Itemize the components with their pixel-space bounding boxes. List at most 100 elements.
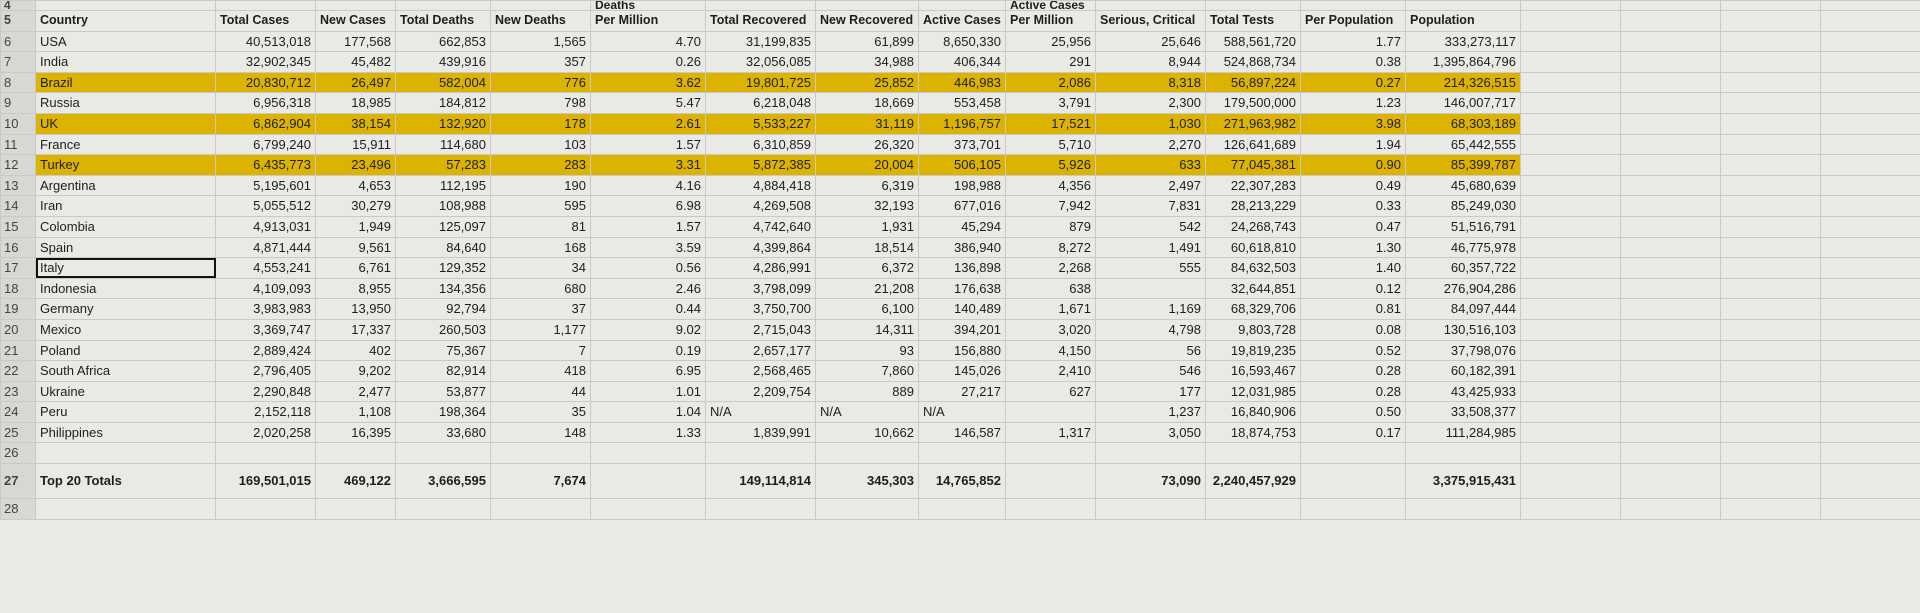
cell[interactable]: 6,319 (815, 174, 919, 197)
cell[interactable] (1720, 10, 1821, 32)
cell[interactable]: 357 (490, 51, 591, 73)
cell[interactable]: Italy (35, 257, 216, 279)
cell[interactable]: 3.98 (1300, 112, 1406, 135)
cell[interactable]: 3,750,700 (705, 298, 816, 320)
cell[interactable]: 345,303 (815, 463, 919, 500)
cell[interactable]: 38,154 (315, 112, 396, 135)
cell[interactable]: 56 (1095, 339, 1206, 362)
cell[interactable]: New Deaths (490, 10, 591, 32)
cell[interactable]: 17,521 (1005, 112, 1096, 135)
cell[interactable]: 9.02 (590, 318, 706, 341)
cell[interactable]: 10,662 (815, 421, 919, 444)
cell[interactable]: N/A (705, 401, 816, 423)
cell[interactable] (1620, 236, 1721, 259)
cell[interactable]: N/A (918, 401, 1006, 423)
cell[interactable]: 524,868,734 (1205, 51, 1301, 73)
cell[interactable]: 0.47 (1300, 215, 1406, 238)
cell[interactable]: 33,680 (395, 421, 491, 444)
cell[interactable]: 2,152,118 (215, 401, 316, 423)
cell[interactable] (490, 442, 591, 465)
cell[interactable] (1820, 92, 1920, 114)
cell[interactable] (1205, 0, 1301, 11)
cell[interactable] (918, 442, 1006, 465)
cell[interactable]: 84,097,444 (1405, 298, 1521, 320)
cell[interactable]: 77,045,381 (1205, 154, 1301, 176)
cell[interactable] (1620, 133, 1721, 156)
cell[interactable] (1620, 421, 1721, 444)
cell[interactable]: 136,898 (918, 257, 1006, 279)
cell[interactable] (1720, 442, 1821, 465)
cell[interactable]: 588,561,720 (1205, 30, 1301, 53)
cell[interactable] (1620, 154, 1721, 176)
cell[interactable]: 6,100 (815, 298, 919, 320)
cell[interactable] (1720, 498, 1821, 520)
cell[interactable] (1520, 421, 1621, 444)
cell[interactable]: 1.23 (1300, 92, 1406, 114)
cell[interactable]: 506,105 (918, 154, 1006, 176)
cell[interactable]: 75,367 (395, 339, 491, 362)
cell[interactable]: 1.40 (1300, 257, 1406, 279)
cell[interactable]: Peru (35, 401, 216, 423)
cell[interactable] (1620, 195, 1721, 217)
cell[interactable]: 126,641,689 (1205, 133, 1301, 156)
cell[interactable]: 46,775,978 (1405, 236, 1521, 259)
cell[interactable]: 776 (490, 71, 591, 94)
cell[interactable]: 19,819,235 (1205, 339, 1301, 362)
cell[interactable]: 45,680,639 (1405, 174, 1521, 197)
cell[interactable]: 26,320 (815, 133, 919, 156)
cell[interactable]: 132,920 (395, 112, 491, 135)
cell[interactable] (1720, 360, 1821, 382)
cell[interactable] (1405, 442, 1521, 465)
cell[interactable] (1720, 215, 1821, 238)
cell[interactable]: 6,218,048 (705, 92, 816, 114)
cell[interactable] (1005, 463, 1096, 500)
cell[interactable] (315, 498, 396, 520)
cell[interactable] (1520, 112, 1621, 135)
cell[interactable] (1095, 498, 1206, 520)
cell[interactable] (1620, 174, 1721, 197)
cell[interactable] (1620, 112, 1721, 135)
cell[interactable]: 1,931 (815, 215, 919, 238)
cell[interactable]: 595 (490, 195, 591, 217)
cell[interactable] (1005, 442, 1096, 465)
cell[interactable]: 677,016 (918, 195, 1006, 217)
cell[interactable] (1820, 380, 1920, 403)
cell[interactable]: 5,195,601 (215, 174, 316, 197)
cell[interactable]: South Africa (35, 360, 216, 382)
cell[interactable] (1820, 174, 1920, 197)
cell[interactable] (918, 0, 1006, 11)
cell[interactable]: Country (35, 10, 216, 32)
cell[interactable]: 15,911 (315, 133, 396, 156)
cell[interactable] (1520, 215, 1621, 238)
cell[interactable]: 2,889,424 (215, 339, 316, 362)
cell[interactable]: 1,169 (1095, 298, 1206, 320)
cell[interactable] (1820, 10, 1920, 32)
cell[interactable]: 114,680 (395, 133, 491, 156)
cell[interactable]: 0.44 (590, 298, 706, 320)
cell[interactable] (1720, 174, 1821, 197)
cell[interactable]: 6.98 (590, 195, 706, 217)
cell[interactable]: 4,884,418 (705, 174, 816, 197)
cell[interactable]: 291 (1005, 51, 1096, 73)
cell[interactable]: 2,290,848 (215, 380, 316, 403)
cell[interactable] (1520, 92, 1621, 114)
cell[interactable]: 2,020,258 (215, 421, 316, 444)
cell[interactable]: 177 (1095, 380, 1206, 403)
cell[interactable]: New Recovered (815, 10, 919, 32)
cell[interactable]: 1,671 (1005, 298, 1096, 320)
cell[interactable]: 61,899 (815, 30, 919, 53)
cell[interactable]: 555 (1095, 257, 1206, 279)
cell[interactable] (1005, 498, 1096, 520)
cell[interactable]: 3,369,747 (215, 318, 316, 341)
cell[interactable]: 108,988 (395, 195, 491, 217)
cell[interactable] (215, 0, 316, 11)
cell[interactable] (1520, 339, 1621, 362)
cell[interactable]: 9,202 (315, 360, 396, 382)
cell[interactable]: 125,097 (395, 215, 491, 238)
cell[interactable]: 1,395,864,796 (1405, 51, 1521, 73)
cell[interactable] (1520, 30, 1621, 53)
cell[interactable] (35, 498, 216, 520)
cell[interactable]: 3,666,595 (395, 463, 491, 500)
cell[interactable]: 1,108 (315, 401, 396, 423)
cell[interactable] (815, 0, 919, 11)
